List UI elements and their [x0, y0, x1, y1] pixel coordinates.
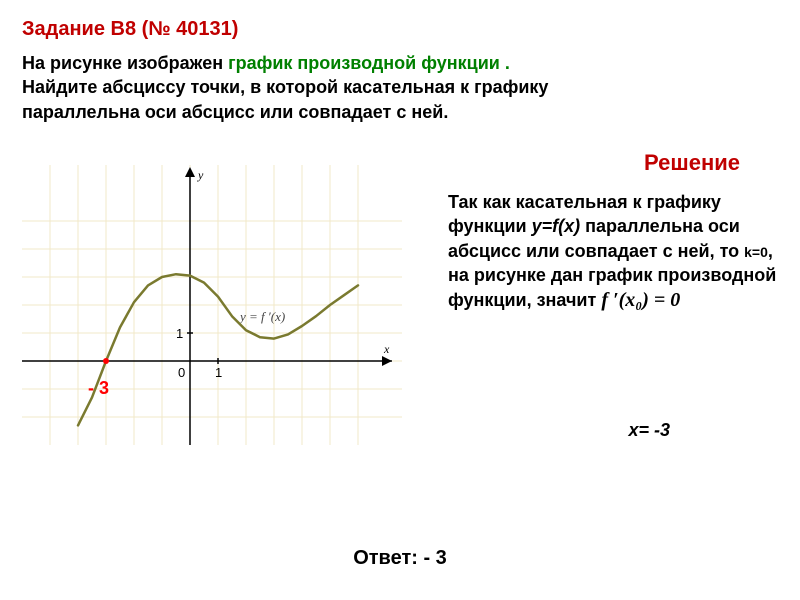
exp-k0: k=0	[744, 244, 768, 260]
solution-heading: Решение	[644, 150, 740, 176]
minus3-label: - 3	[88, 378, 109, 399]
exp-func: y=f(x)	[532, 216, 581, 236]
problem-text: На рисунке изображен график производной …	[22, 51, 562, 124]
answer: Ответ: - 3	[0, 547, 800, 570]
x-value: x= -3	[628, 420, 670, 441]
svg-text:1: 1	[215, 365, 222, 380]
problem-rest: Найдите абсциссу точки, в которой касате…	[22, 77, 548, 121]
svg-text:0: 0	[178, 365, 185, 380]
derivative-graph: 0 1 1 x y y = f ′(x)	[22, 165, 402, 445]
explanation-text: Так как касательная к графику функции y=…	[448, 190, 778, 314]
task-title: Задание B8 (№ 40131)	[22, 18, 778, 41]
exp-formula: f ′(x₀) = 0	[601, 289, 680, 311]
svg-text:1: 1	[176, 326, 183, 341]
problem-green: график производной функции .	[228, 53, 510, 73]
svg-text:y = f ′(x): y = f ′(x)	[238, 309, 285, 324]
problem-prefix: На рисунке изображен	[22, 53, 228, 73]
svg-text:y: y	[197, 168, 204, 182]
svg-text:x: x	[383, 342, 390, 356]
